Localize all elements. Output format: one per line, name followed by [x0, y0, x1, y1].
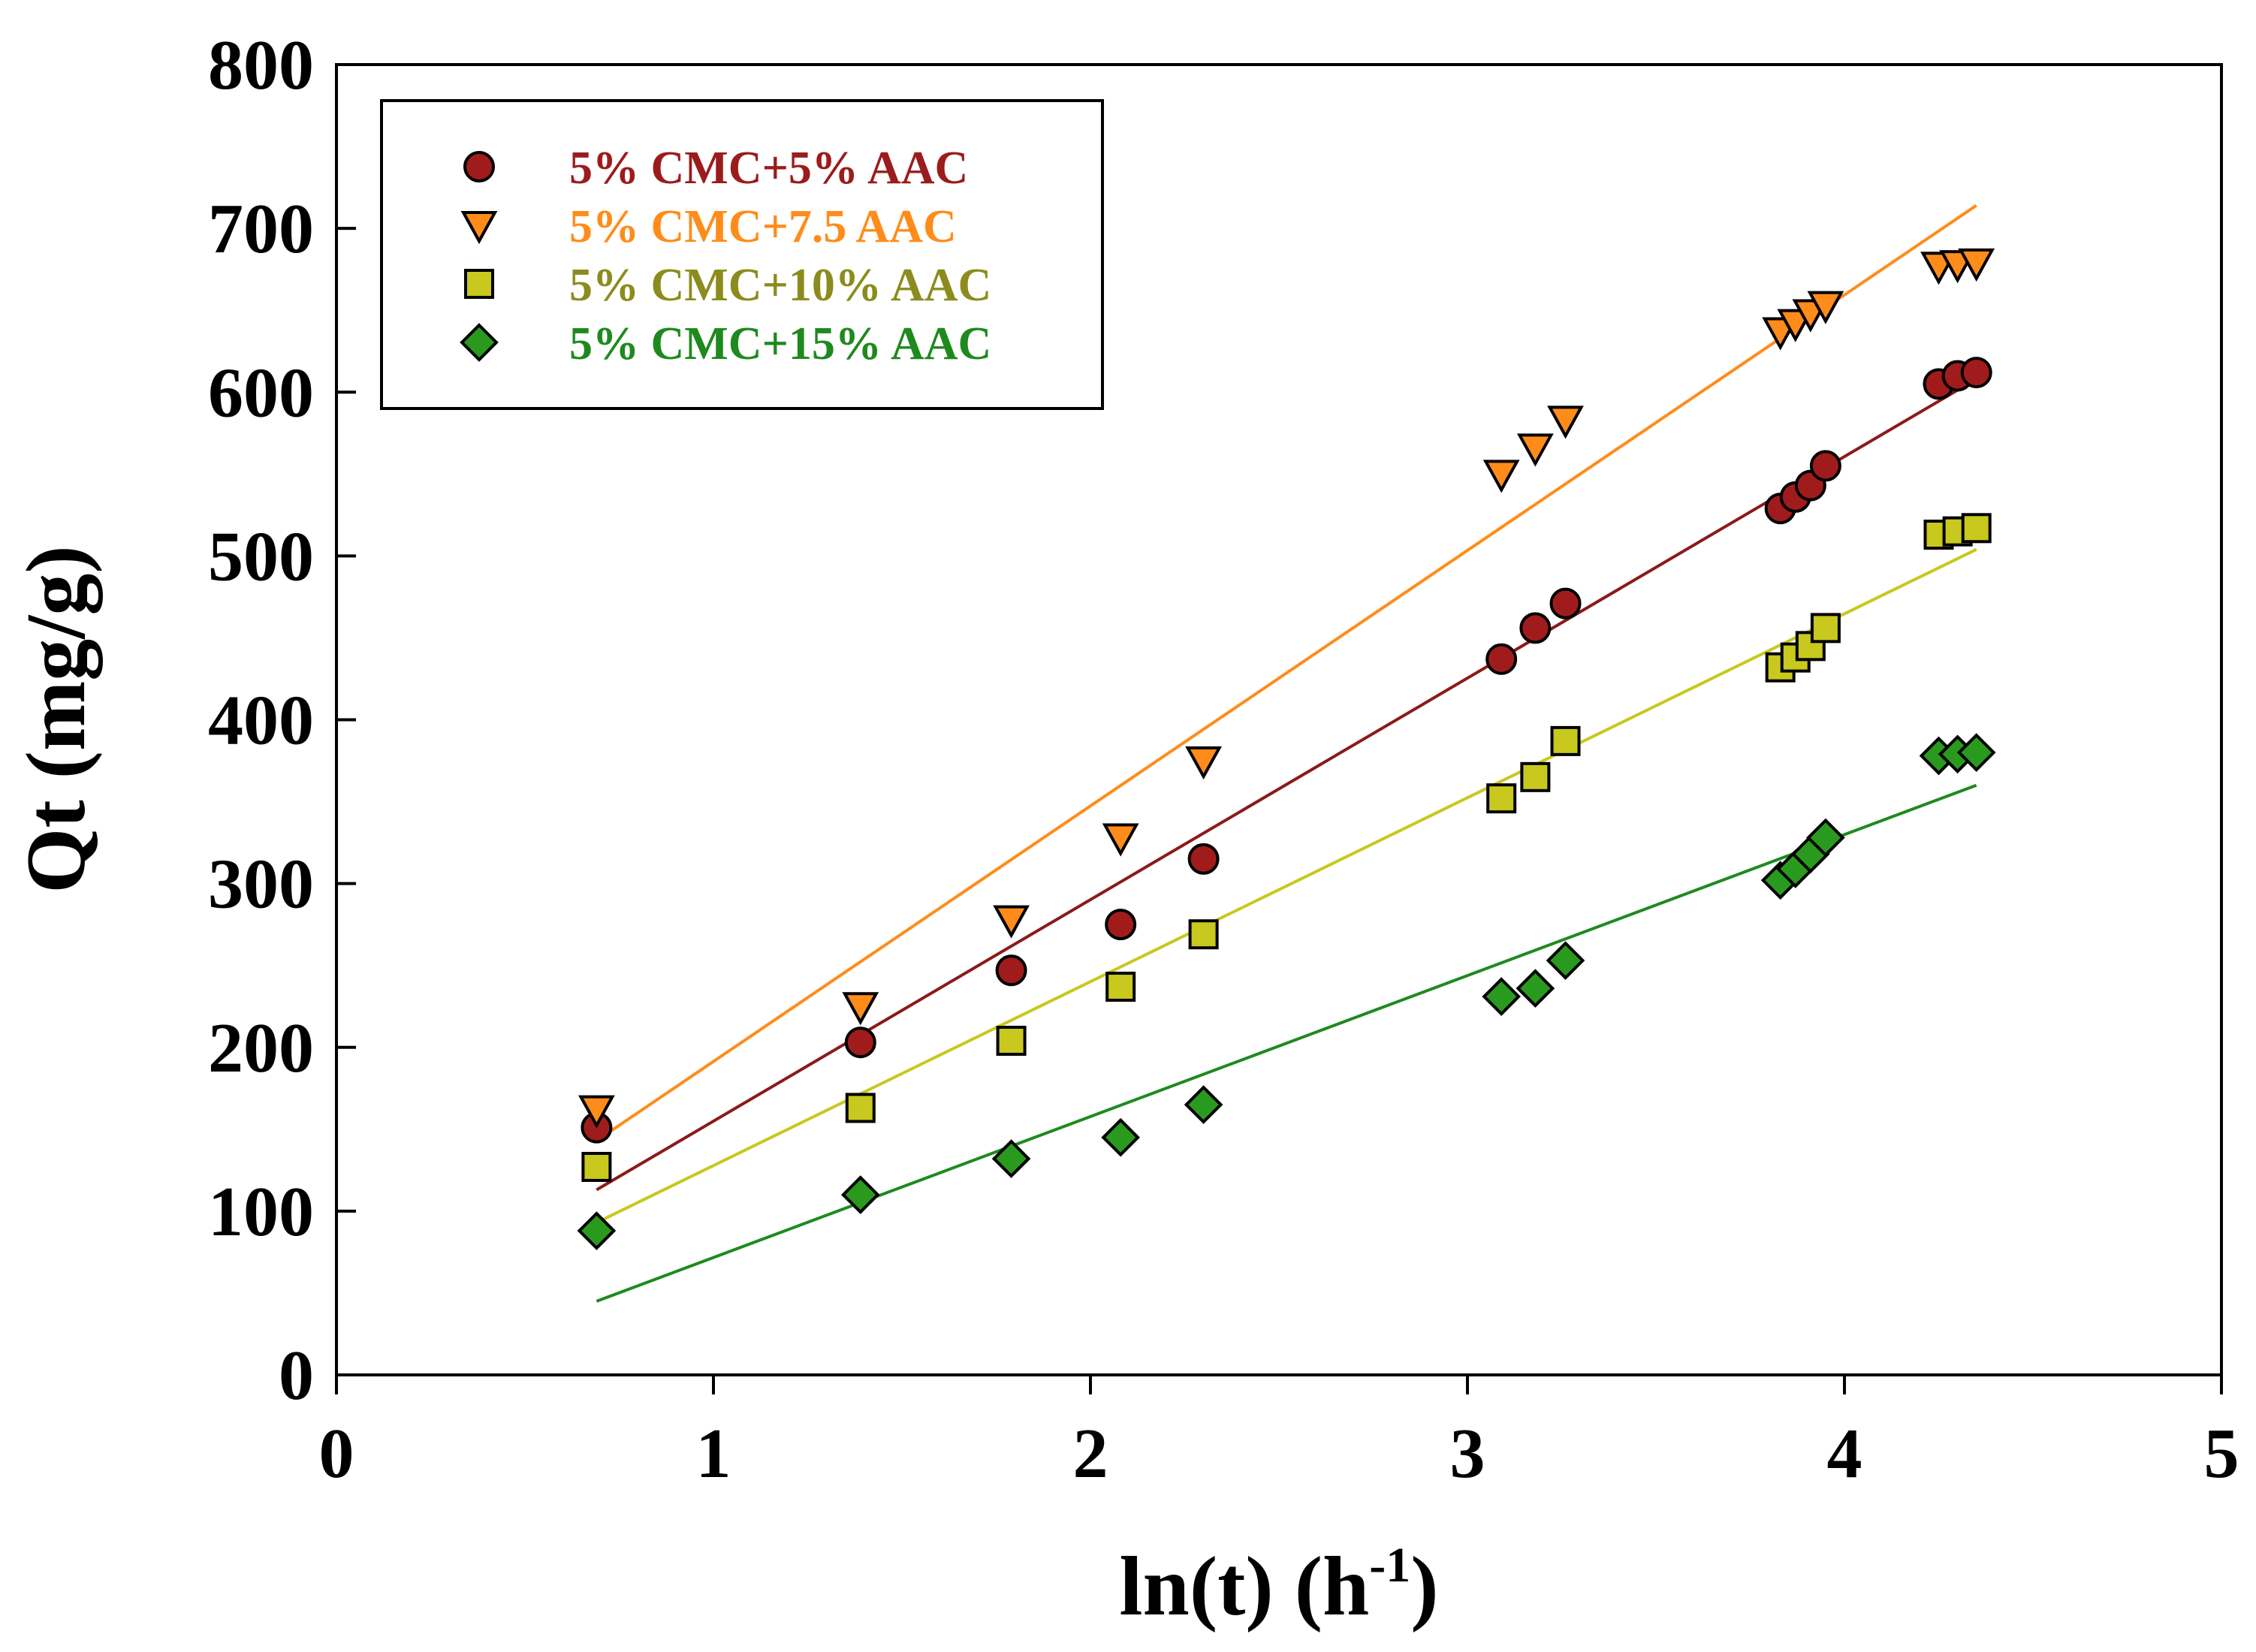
y-tick-label: 400 [208, 682, 314, 760]
legend-marker [463, 151, 495, 182]
x-tick-label: 1 [696, 1415, 731, 1493]
x-tick-label: 0 [319, 1415, 354, 1493]
y-tick-label: 200 [208, 1009, 314, 1087]
data-point [578, 1095, 615, 1129]
legend-marker [460, 211, 498, 245]
y-tick-label: 300 [208, 846, 314, 924]
data-point [1549, 587, 1582, 620]
data-point [581, 1151, 612, 1182]
fit-line [596, 203, 1977, 1142]
x-axis-ticks: 0 1 2 3 4 5 [319, 1375, 2239, 1493]
data-point [1550, 725, 1581, 756]
data-point [844, 1026, 876, 1059]
data-point [1810, 613, 1841, 644]
data-point [842, 992, 879, 1026]
data-point [1486, 783, 1517, 814]
data-point [1961, 513, 1992, 544]
fit-lines [596, 203, 1977, 1303]
data-point [1547, 405, 1584, 439]
y-axis-ticks: 0 100 200 300 400 500 600 700 800 [208, 26, 356, 1415]
y-tick-label: 100 [208, 1173, 314, 1251]
data-point [1101, 1117, 1140, 1157]
fit-line [596, 378, 1977, 1192]
legend-items: 5% CMC+5% AAC 5% CMC+7.5 AAC 5% CMC+10% AA… [460, 143, 991, 369]
legend-marker [460, 323, 499, 362]
x-tick-label: 4 [1827, 1415, 1862, 1493]
data-point [995, 954, 1027, 987]
data-point [991, 1139, 1031, 1178]
data-point [1485, 643, 1518, 675]
data-point [1809, 450, 1841, 482]
x-axis-title-close: ) [1410, 1540, 1438, 1633]
legend: 5% CMC+5% AAC 5% CMC+7.5 AAC 5% CMC+10% AA… [380, 99, 1104, 410]
data-point [1519, 612, 1552, 644]
fit-line [596, 547, 1977, 1224]
data-point [1516, 969, 1555, 1008]
x-axis-title-main: ln(t) (h [1119, 1540, 1369, 1633]
data-point [1960, 357, 1992, 389]
data-point [1956, 733, 1996, 772]
y-tick-label: 600 [208, 354, 314, 432]
data-point [1516, 433, 1554, 467]
y-tick-label: 800 [208, 26, 314, 104]
legend-label: 5% CMC+15% AAC [569, 318, 991, 369]
data-markers [577, 248, 1996, 1250]
legend-marker [464, 269, 494, 299]
data-point [845, 1093, 876, 1123]
data-point [1482, 460, 1520, 493]
x-tick-label: 5 [2204, 1415, 2239, 1493]
data-point [1184, 1085, 1223, 1124]
data-point [1188, 919, 1219, 950]
data-point [1806, 818, 1845, 858]
data-point [1807, 291, 1844, 324]
data-point [1105, 909, 1137, 941]
legend-label: 5% CMC+5% AAC [569, 143, 968, 194]
data-point [1520, 761, 1551, 792]
data-point [577, 1211, 617, 1250]
legend-box [380, 99, 1104, 410]
data-point [1546, 941, 1585, 980]
y-tick-label: 700 [208, 190, 314, 268]
data-point [1185, 746, 1222, 780]
data-point [1105, 972, 1136, 1002]
legend-label: 5% CMC+7.5 AAC [569, 201, 957, 252]
x-axis-title-superscript: -1 [1369, 1538, 1410, 1593]
fit-line [596, 783, 1977, 1303]
x-axis-title: ln(t) (h-1) [1119, 1538, 1438, 1633]
y-tick-label: 0 [279, 1337, 314, 1415]
data-point [993, 905, 1030, 939]
y-axis-title: Qt (mg/g) [10, 545, 103, 893]
data-point [1102, 823, 1139, 857]
x-tick-label: 3 [1450, 1415, 1485, 1493]
data-point [1958, 248, 1995, 282]
legend-label: 5% CMC+10% AAC [569, 260, 991, 311]
data-point [840, 1175, 880, 1214]
y-tick-label: 500 [208, 517, 314, 595]
data-point [1482, 977, 1522, 1016]
x-tick-label: 2 [1073, 1415, 1108, 1493]
data-point [1187, 843, 1220, 875]
data-point [996, 1026, 1027, 1057]
